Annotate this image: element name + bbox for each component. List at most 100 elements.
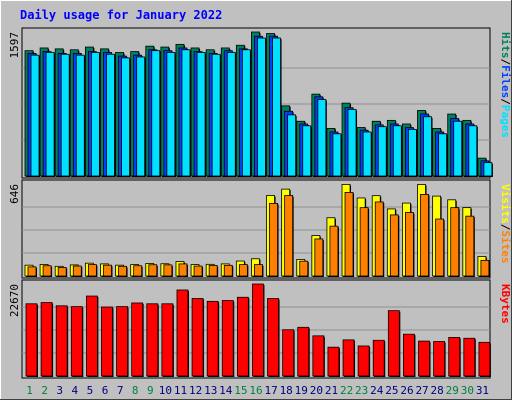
max-label-hits: 1597 [8,32,21,59]
bars-kbytes [22,283,491,377]
pages-bar [196,52,206,177]
x-tick-label: 10 [159,384,172,397]
pages-bar [151,50,161,177]
pages-bar [45,52,55,177]
kbytes-bar [116,306,128,377]
x-tick-label: 7 [117,384,124,397]
kbytes-bar [40,302,53,377]
sites-bar [57,267,67,277]
pages-bar [423,116,432,177]
ylabel-sites-visits: Visits/Sites [499,184,512,264]
pages-bar [226,52,236,177]
ylabel-part: KBytes [499,284,512,324]
sites-bar [359,207,369,277]
panel-visits-sites: 646 Visits/Sites [8,179,512,279]
x-axis-day-labels: 1 2 3 4 5 6 7 8 9 10 11 12 13 14 15 16 17 18 19 20 21 22 23 24 2… [26,384,489,397]
kbytes-bar [25,303,38,377]
max-label-visits: 646 [8,184,21,204]
kbytes-bar [161,303,174,377]
kbytes-bar [55,305,68,377]
ylabel-hits-files-pages: Hits/Files/Pages [499,32,512,138]
ylabel-part: / [499,98,512,105]
pages-bar [30,54,40,177]
kbytes-bar [131,302,144,377]
x-tick-label: 14 [219,384,233,397]
kbytes-bar [357,345,370,377]
kbytes-bar [252,283,264,377]
max-label-kbytes: 22670 [8,284,21,317]
kbytes-bar [101,306,113,377]
pages-bar [287,114,297,177]
sites-bar [148,264,158,277]
pages-bar [332,133,342,177]
sites-bar [420,193,429,277]
pages-bar [121,57,130,177]
pages-bar [483,162,493,177]
pages-bar [317,99,327,177]
sites-bar [374,201,384,277]
ylabel-part: Hits [499,32,512,59]
x-tick-label: 5 [87,384,94,397]
kbytes-bar [191,298,204,377]
sites-bar [72,265,82,277]
x-tick-label: 9 [147,384,154,397]
pages-bar [468,125,478,177]
sites-bar [405,212,414,277]
kbytes-bar [176,289,189,377]
sites-bar [465,215,475,277]
pages-bar [347,109,357,177]
x-tick-label: 17 [264,384,277,397]
sites-bar [163,264,173,277]
sites-bar [329,225,339,277]
kbytes-bar [267,298,279,377]
kbytes-bar [85,295,98,377]
sites-bar [133,265,143,277]
x-tick-label: 12 [189,384,202,397]
pages-bar [272,37,281,177]
kbytes-bar [342,339,355,377]
pages-bar [392,125,402,177]
kbytes-bar [463,337,476,377]
pages-bar [241,49,251,177]
sites-bar [254,264,263,277]
x-tick-label: 4 [72,384,79,397]
kbytes-bar [433,341,446,377]
x-tick-label: 3 [56,384,63,397]
pages-bar [60,53,70,177]
x-tick-label: 8 [132,384,139,397]
ylabel-part: Pages [499,105,512,138]
x-tick-label: 20 [310,384,323,397]
x-tick-label: 16 [249,384,262,397]
pages-bar [181,49,191,177]
sites-bar [42,265,52,277]
x-tick-label: 18 [280,384,293,397]
sites-bar [389,214,399,277]
bars-hits-files-pages [22,31,493,178]
bars-visits-sites [22,184,490,277]
kbytes-bar [387,310,400,377]
sites-bar [238,264,248,277]
kbytes-bar [146,303,159,377]
kbytes-bar [221,300,234,377]
sites-bar [450,207,460,277]
sites-bar [27,266,37,277]
ylabel-part: / [499,224,512,231]
panel-hits-files-pages: 1597 Hits/Files/Pages [8,27,512,179]
kbytes-bar [236,296,249,377]
x-tick-label: 27 [415,384,428,397]
x-tick-label: 13 [204,384,217,397]
pages-bar [166,52,176,177]
sites-bar [87,264,97,277]
ylabel-part: Files [499,65,512,98]
x-tick-label: 19 [295,384,308,397]
x-tick-label: 26 [400,384,413,397]
sites-bar [344,192,354,277]
kbytes-bar [297,326,310,377]
kbytes-bar [206,300,219,377]
kbytes-bar [418,340,430,377]
x-tick-label: 29 [446,384,459,397]
sites-bar [208,265,218,277]
pages-bar [438,133,448,177]
x-tick-label: 2 [41,384,48,397]
